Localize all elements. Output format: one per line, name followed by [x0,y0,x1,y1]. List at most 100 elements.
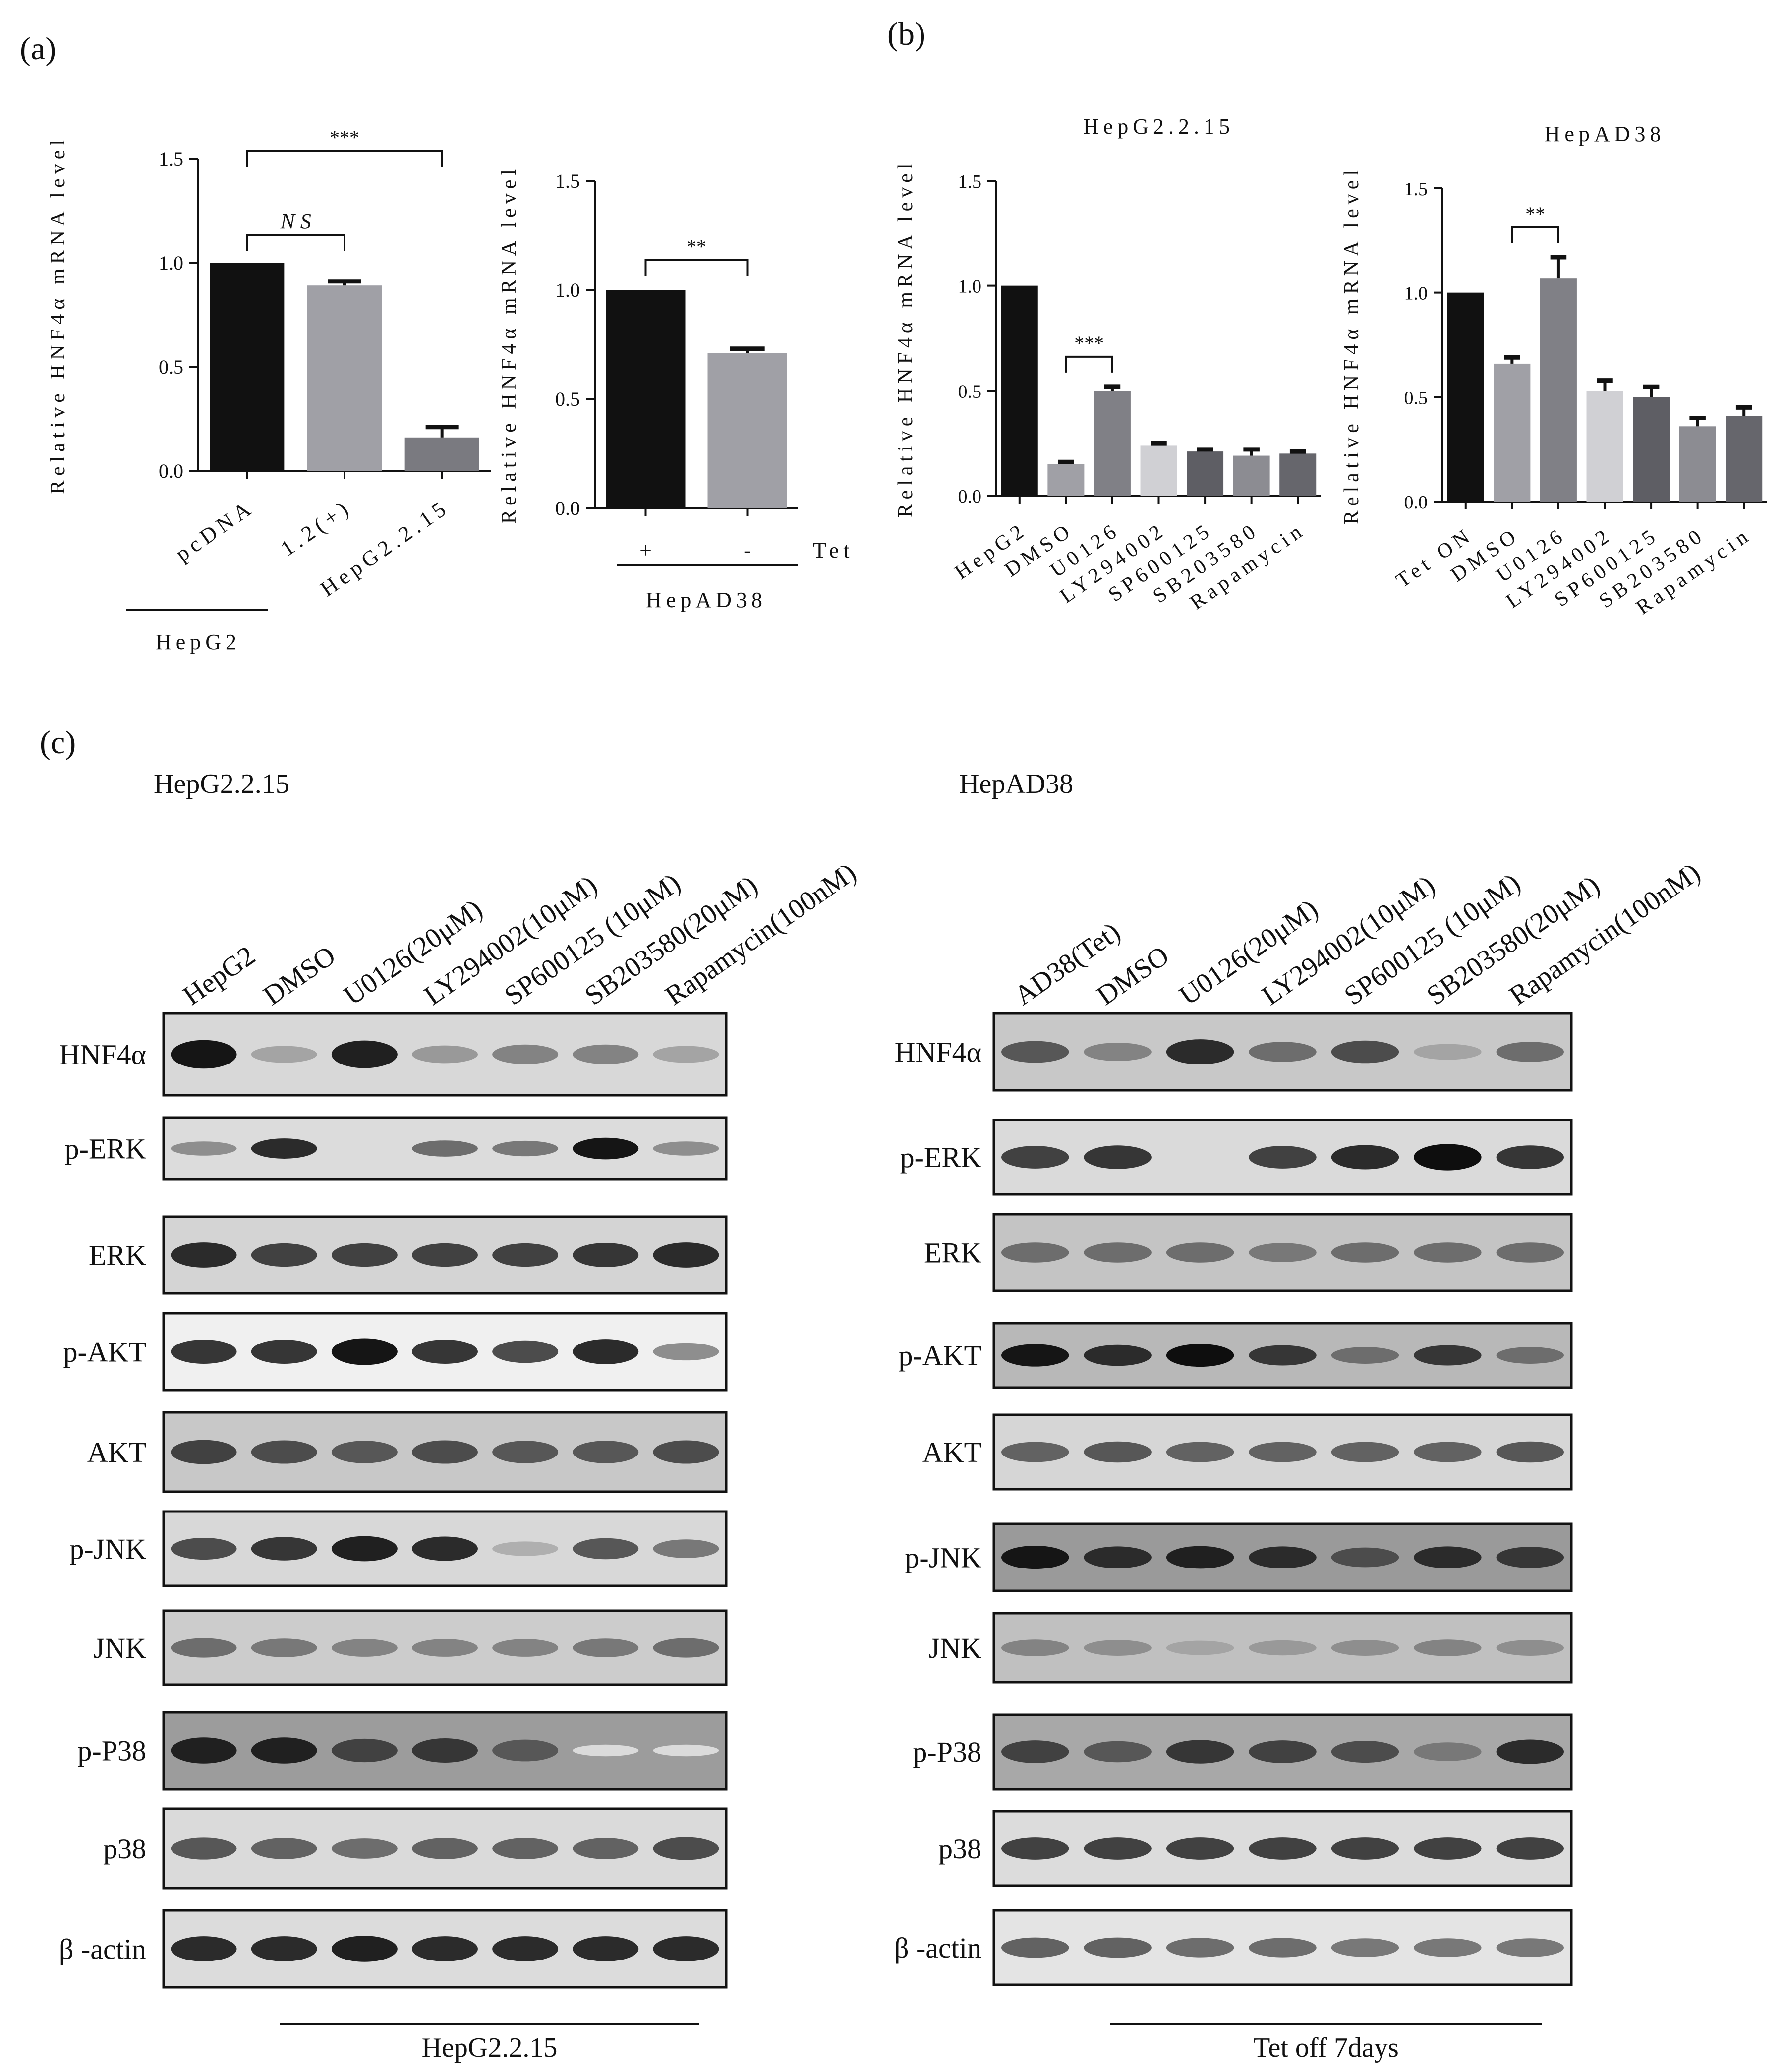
significance-bracket [644,259,749,276]
y-axis-title: Relative HNF4α mRNA level [894,159,917,517]
blot-band [171,1242,237,1268]
blot-band [1331,1442,1399,1462]
blot-band [251,1838,317,1859]
blot-band [412,1936,478,1961]
blot-band [1331,1242,1399,1263]
blot-band [1249,1345,1317,1366]
protein-label: p-JNK [69,1533,146,1565]
blot-band [492,1639,559,1657]
blot-band [171,1737,237,1764]
blot-band [331,1338,398,1365]
blot-band [492,1838,559,1859]
blot-band [492,1541,559,1556]
blot-band [653,1046,719,1063]
blot-band [1496,1042,1564,1062]
protein-label: HNF4α [59,1039,146,1071]
blot-band [251,1936,317,1961]
blot-band [171,1936,237,1961]
protein-label: AKT [87,1436,146,1468]
blot-band [331,1838,398,1859]
bar [1279,453,1317,496]
blot-band [1249,1546,1317,1568]
blot-band [331,1639,398,1657]
protein-label: ERK [89,1239,146,1272]
blot-band [171,1340,237,1364]
blot-band [331,1243,398,1267]
blot-band [492,1140,559,1157]
blot-band [1001,1545,1069,1569]
protein-label: p-ERK [65,1133,146,1165]
tet-label: Tet [813,538,854,562]
blot-band [1496,1145,1564,1169]
lane-label: U0126(20μM) [338,894,488,1011]
y-tick-label: 1.5 [958,171,982,192]
bar [1447,292,1484,502]
bar [1001,285,1038,496]
blot-band [1414,1837,1482,1860]
y-tick-label: 1.0 [555,279,580,301]
bar [1233,455,1270,496]
blot-band [1166,1546,1234,1569]
blot-band [1166,1442,1234,1462]
chart-title: HepG2.2.15 [1083,114,1234,139]
blot-band [573,1538,639,1560]
blot-band [251,1138,317,1159]
blot-band [412,1440,478,1464]
blot-band [1084,1546,1152,1568]
blot-band [492,1441,559,1463]
bar [404,437,479,471]
panel-label-a: (a) [20,31,56,67]
blot-band [171,1638,237,1658]
blot-band [1496,1441,1564,1463]
bar [1586,391,1623,502]
protein-label: p38 [103,1833,146,1865]
blot-band [573,1243,639,1267]
blot-band [1331,1040,1399,1064]
blot-band [1496,1242,1564,1263]
blot-band [331,1936,398,1962]
blot-band [1249,1146,1317,1169]
blot-band [1331,1347,1399,1364]
blot-band [251,1046,317,1063]
protein-label: β -actin [894,1932,981,1964]
y-tick-label: 0.5 [159,356,183,378]
blot-title: HepAD38 [959,769,1073,799]
blot-band [1249,1640,1317,1656]
significance-bracket [246,150,443,167]
blot-band [412,1140,478,1157]
blot-band [1166,1740,1234,1764]
blot-band [1496,1547,1564,1568]
lane-label: HepG2 [177,940,261,1011]
blot-band [1001,1146,1069,1169]
significance-label: ** [1525,203,1545,225]
protein-label: JNK [929,1632,981,1664]
y-tick-label: 0.0 [555,497,580,519]
chart-title: HepAD38 [1545,122,1666,146]
protein-label: AKT [922,1436,981,1468]
protein-label: p-AKT [898,1340,981,1372]
blot-band [1166,1938,1234,1958]
western-blot-hepg2215: HepG2.2.15HepG2DMSOU0126(20μM)LY294002(1… [59,769,862,2063]
bar [210,263,285,471]
blot-band [1414,1242,1482,1263]
blot-band [1084,1837,1152,1860]
blot-band [1414,1546,1482,1568]
blot-band [1249,1243,1317,1262]
y-axis-title: Relative HNF4α mRNA level [498,165,520,524]
blot-band [1496,1739,1564,1764]
bar [606,290,686,508]
blot-band [573,1936,639,1961]
y-tick-label: 0.0 [159,460,183,482]
blot-band [171,1141,237,1156]
bar [1679,426,1716,502]
blot-band [1166,1837,1234,1860]
blot-band [1331,1145,1399,1170]
blot-band [653,1343,719,1361]
x-tick-label: + [639,538,652,562]
y-tick-label: 0.5 [555,388,580,410]
blot-band [331,1738,398,1763]
blot-band [1166,1344,1234,1367]
bar [1187,451,1224,496]
bar [707,353,787,508]
blot-band [1166,1242,1234,1263]
